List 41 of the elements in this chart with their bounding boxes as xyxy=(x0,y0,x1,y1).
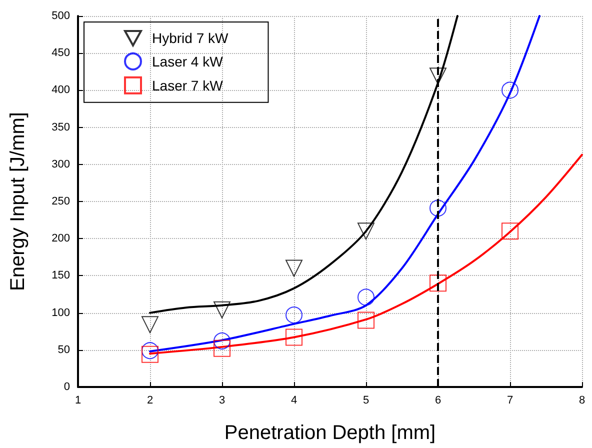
y-tick-label: 400 xyxy=(52,84,70,96)
point xyxy=(286,328,302,346)
point xyxy=(214,340,230,357)
y-tick-label: 50 xyxy=(58,344,70,356)
x-tick-label: 8 xyxy=(578,394,586,406)
point xyxy=(358,312,374,329)
y-tick-label: 450 xyxy=(52,47,70,60)
y-tick-label: 250 xyxy=(52,196,70,208)
x-tick-label: 4 xyxy=(290,394,298,406)
y-tick-label: 0 xyxy=(64,381,70,393)
legend-label: Hybrid 7 kW xyxy=(152,30,230,46)
point xyxy=(286,260,302,277)
y-tick-label: 150 xyxy=(52,270,70,282)
point xyxy=(214,332,230,350)
point xyxy=(358,222,374,240)
point xyxy=(142,316,158,334)
point xyxy=(142,346,158,363)
point xyxy=(430,200,446,217)
point xyxy=(502,82,518,99)
x-tick-label: 6 xyxy=(434,394,442,406)
point xyxy=(358,288,374,306)
point xyxy=(430,68,446,85)
y-tick-label: 350 xyxy=(52,121,70,134)
legend-label: Laser 7 kW xyxy=(152,77,224,94)
legend-label: Laser 4 kW xyxy=(152,53,224,70)
x-tick-label: 3 xyxy=(218,394,226,406)
x-tick-label: 1 xyxy=(74,394,82,406)
point xyxy=(142,342,158,360)
y-tick-label: 200 xyxy=(52,232,70,245)
x-axis-title: Penetration Depth [mm] xyxy=(224,422,436,444)
point xyxy=(286,306,302,324)
x-tick-label: 2 xyxy=(146,394,154,406)
point xyxy=(214,301,230,318)
y-tick-label: 100 xyxy=(52,306,70,319)
point xyxy=(430,274,446,292)
y-tick-label: 300 xyxy=(52,158,70,170)
y-tick-label: 500 xyxy=(52,10,70,22)
point xyxy=(502,222,518,240)
x-tick-label: 5 xyxy=(362,394,370,406)
y-axis-title: Energy Input [J/mm] xyxy=(7,112,29,291)
x-tick-label: 7 xyxy=(506,394,514,406)
